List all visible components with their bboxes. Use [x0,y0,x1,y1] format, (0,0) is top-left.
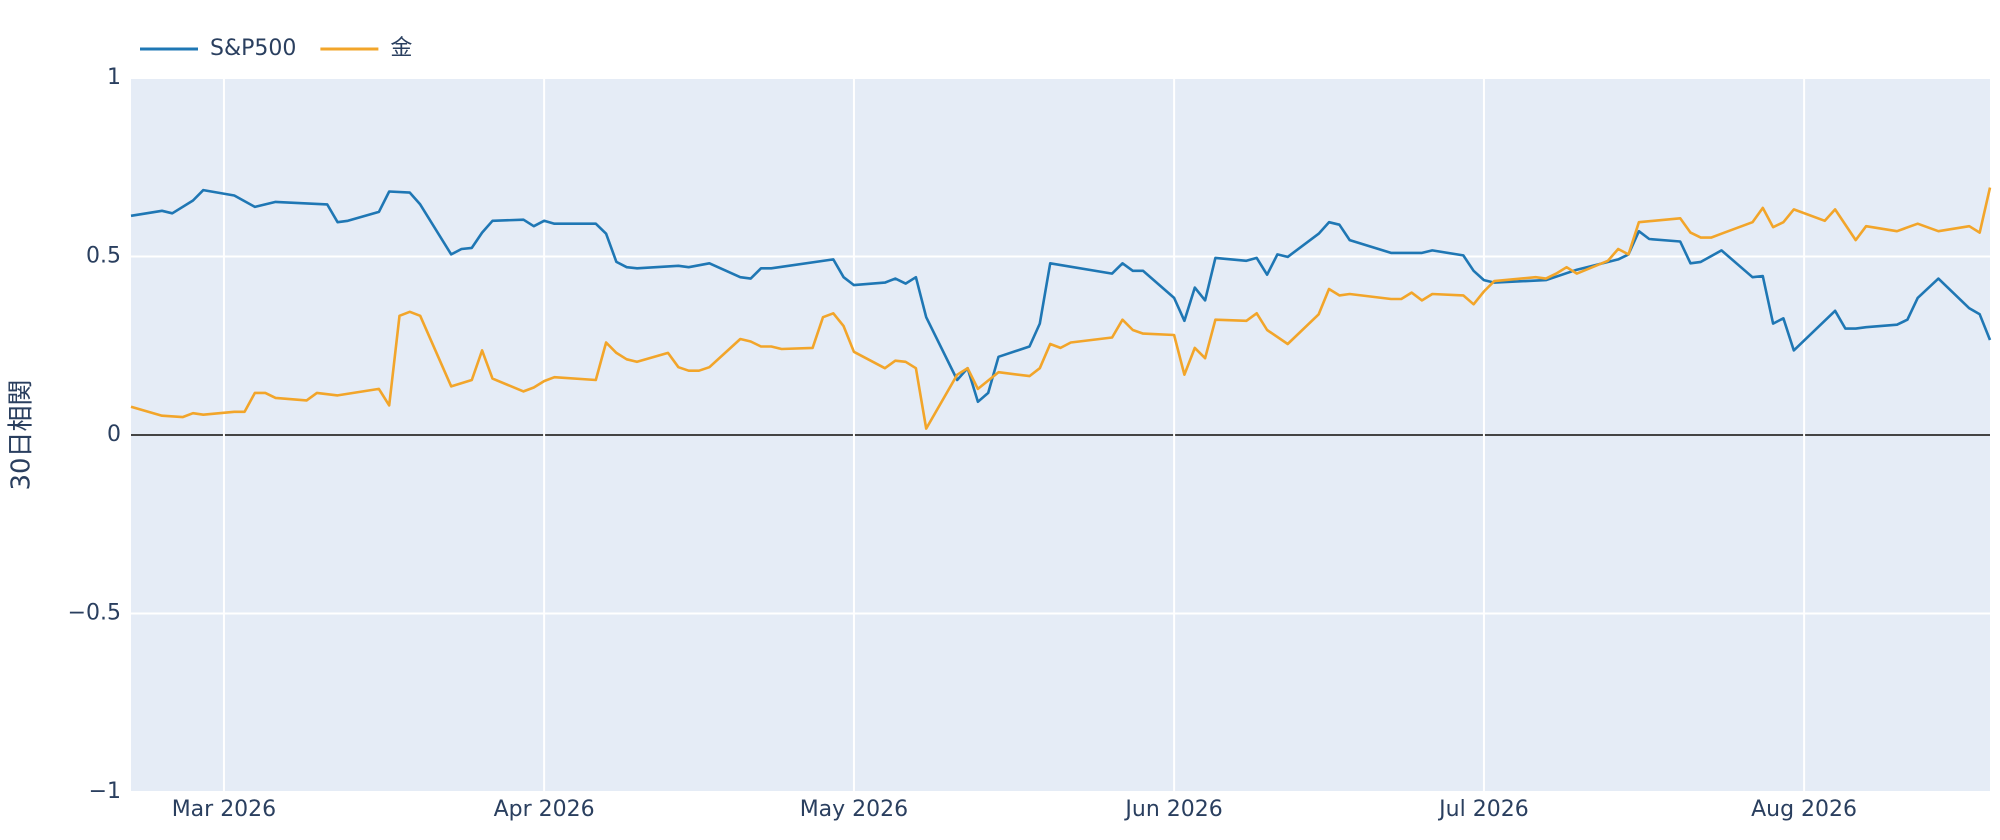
legend-label: 金 [390,36,412,61]
x-tick-label: Mar 2026 [172,797,277,822]
x-tick-label: Jul 2026 [1437,797,1529,822]
legend-label: S&P500 [210,36,296,61]
x-tick-label: Aug 2026 [1751,797,1857,822]
y-tick-label: 0.5 [86,244,121,269]
series-line [130,188,1992,404]
x-tick-label: Apr 2026 [494,797,595,822]
y-axis-title: 30日相関 [7,379,37,490]
x-tick-label: May 2026 [800,797,908,822]
y-tick-label: −1 [89,779,121,804]
y-tick-label: 1 [107,65,121,90]
series-line [130,187,1992,430]
x-tick-label: Jun 2026 [1123,797,1222,822]
y-tick-label: 0 [107,422,121,447]
y-tick-label: −0.5 [68,601,121,626]
